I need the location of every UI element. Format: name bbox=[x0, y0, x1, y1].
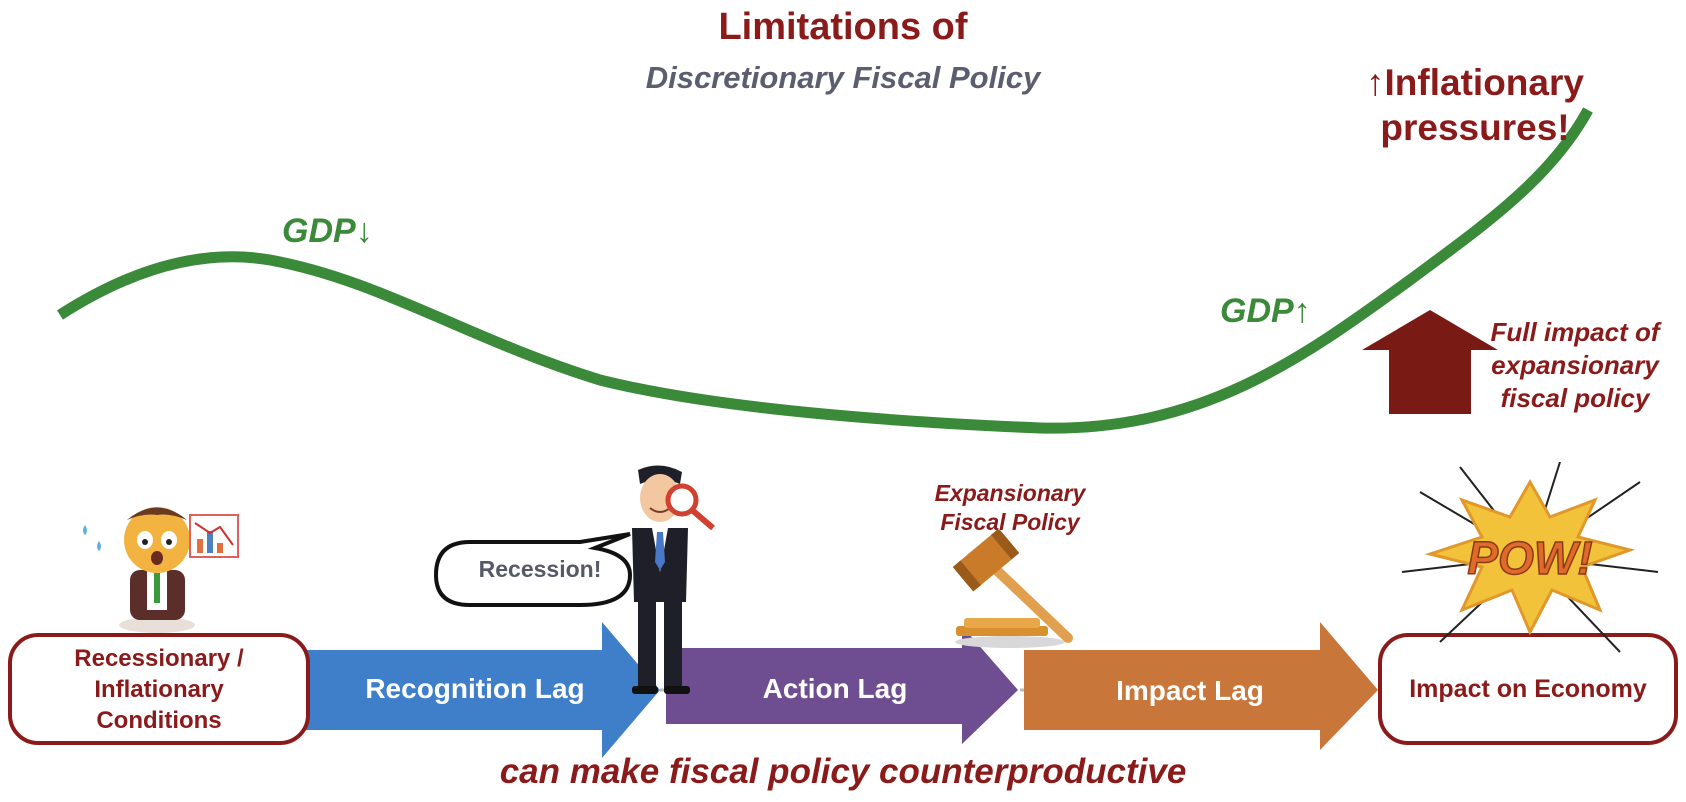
recognition-lag-arrow bbox=[300, 622, 660, 758]
gdp-up-label: GDP↑ bbox=[1220, 292, 1311, 330]
page-subtitle: Discretionary Fiscal Policy bbox=[645, 60, 1041, 95]
start-conditions-label: Recessionary / Inflationary Conditions bbox=[74, 644, 244, 734]
speech-bubble bbox=[433, 532, 633, 607]
start-conditions-box: Recessionary / Inflationary Conditions bbox=[8, 633, 310, 745]
action-lag-arrow bbox=[666, 626, 1018, 744]
pow-text: POW! bbox=[1467, 532, 1592, 584]
speech-bubble-text: Recession! bbox=[478, 556, 602, 582]
page-title: Limitations of bbox=[718, 6, 968, 48]
up-arrow-icon bbox=[1362, 310, 1498, 414]
gavel-icon bbox=[952, 530, 1073, 648]
impact-lag-arrow bbox=[1024, 622, 1378, 750]
lag-arrows bbox=[300, 622, 1380, 758]
recognition-lag-label: Recognition Lag bbox=[365, 673, 585, 704]
gdp-down-label: GDP↓ bbox=[282, 212, 373, 250]
inflation-pressures-label: ↑Inflationary pressures! bbox=[1366, 62, 1584, 148]
impact-lag-label: Impact Lag bbox=[1116, 675, 1264, 706]
worried-character-icon bbox=[83, 507, 239, 633]
gdp-curve bbox=[57, 107, 1593, 434]
bottom-caption: can make fiscal policy counterproductive bbox=[499, 752, 1187, 791]
expansionary-policy-label: Expansionary Fiscal Policy bbox=[934, 480, 1086, 535]
full-impact-label: Full impact of expansionary fiscal polic… bbox=[1490, 317, 1660, 413]
pow-burst-icon: POW! bbox=[1401, 462, 1659, 653]
impact-on-economy-box: Impact on Economy bbox=[1378, 633, 1678, 745]
businessman-icon bbox=[632, 465, 715, 694]
action-lag-label: Action Lag bbox=[762, 673, 908, 704]
impact-on-economy-label: Impact on Economy bbox=[1409, 674, 1647, 703]
